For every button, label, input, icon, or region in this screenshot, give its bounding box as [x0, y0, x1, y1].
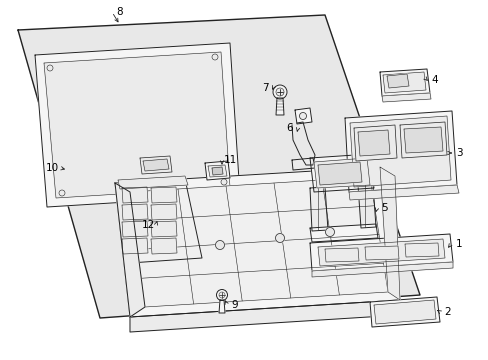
Polygon shape: [345, 111, 456, 192]
Circle shape: [216, 289, 227, 301]
Polygon shape: [381, 93, 430, 102]
Text: 5: 5: [381, 203, 387, 213]
Polygon shape: [204, 161, 229, 180]
Polygon shape: [353, 125, 396, 161]
Circle shape: [325, 228, 334, 237]
Polygon shape: [379, 69, 429, 96]
Polygon shape: [309, 234, 452, 271]
Text: 3: 3: [455, 148, 461, 158]
Polygon shape: [122, 187, 148, 203]
Text: 6: 6: [286, 123, 293, 133]
Circle shape: [47, 65, 53, 71]
Polygon shape: [207, 165, 226, 177]
Polygon shape: [151, 187, 177, 203]
Polygon shape: [115, 183, 145, 317]
Polygon shape: [294, 108, 311, 124]
Circle shape: [272, 85, 286, 99]
Polygon shape: [382, 72, 425, 93]
Circle shape: [275, 234, 284, 243]
Polygon shape: [115, 179, 202, 263]
Polygon shape: [151, 238, 177, 254]
Polygon shape: [317, 239, 444, 266]
Polygon shape: [118, 176, 187, 189]
Polygon shape: [348, 185, 458, 200]
Polygon shape: [349, 116, 450, 187]
Polygon shape: [399, 122, 446, 158]
Circle shape: [215, 240, 224, 249]
Circle shape: [219, 292, 224, 298]
Polygon shape: [140, 156, 172, 174]
Polygon shape: [379, 167, 399, 300]
Text: 2: 2: [444, 307, 450, 317]
Polygon shape: [309, 187, 327, 231]
Polygon shape: [130, 177, 387, 307]
Text: 12: 12: [141, 220, 154, 230]
Polygon shape: [142, 159, 169, 171]
Circle shape: [212, 54, 218, 60]
Polygon shape: [122, 204, 148, 220]
Polygon shape: [309, 224, 377, 242]
Polygon shape: [18, 15, 419, 318]
Polygon shape: [219, 300, 224, 313]
Polygon shape: [311, 262, 452, 277]
Polygon shape: [122, 221, 148, 237]
Polygon shape: [364, 246, 398, 260]
Text: 7: 7: [261, 83, 268, 93]
Polygon shape: [317, 162, 361, 185]
Text: 10: 10: [45, 163, 59, 173]
Polygon shape: [212, 167, 223, 175]
Text: 11: 11: [223, 155, 236, 165]
Polygon shape: [122, 238, 148, 254]
Polygon shape: [325, 248, 358, 262]
Polygon shape: [35, 43, 240, 207]
Polygon shape: [403, 127, 442, 153]
Polygon shape: [151, 221, 177, 237]
Polygon shape: [44, 52, 229, 198]
Polygon shape: [275, 98, 284, 115]
Text: 4: 4: [431, 75, 437, 85]
Polygon shape: [373, 300, 435, 324]
Polygon shape: [151, 204, 177, 220]
Text: 8: 8: [117, 7, 123, 17]
Circle shape: [59, 190, 65, 196]
Polygon shape: [404, 243, 438, 257]
Polygon shape: [115, 167, 399, 317]
Circle shape: [221, 179, 226, 185]
Circle shape: [299, 112, 306, 120]
Polygon shape: [357, 184, 375, 228]
Polygon shape: [309, 154, 373, 192]
Text: 1: 1: [455, 239, 461, 249]
Circle shape: [275, 88, 284, 96]
Polygon shape: [386, 74, 408, 88]
Polygon shape: [130, 300, 399, 332]
Text: 9: 9: [231, 300, 238, 310]
Polygon shape: [291, 158, 314, 170]
Polygon shape: [357, 130, 389, 156]
Polygon shape: [369, 297, 439, 327]
Polygon shape: [313, 158, 369, 188]
